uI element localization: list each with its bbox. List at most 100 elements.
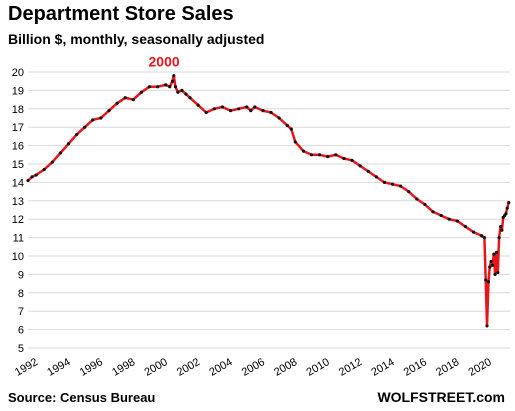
- data-point: [486, 280, 491, 284]
- data-point: [463, 224, 468, 229]
- data-point: [170, 79, 175, 83]
- data-point: [415, 197, 419, 201]
- x-tick-label: 2004: [207, 356, 234, 379]
- y-tick-label: 9: [18, 269, 24, 281]
- data-point: [83, 125, 87, 129]
- y-tick-label: 5: [18, 343, 24, 355]
- y-tick-label: 19: [12, 85, 24, 97]
- data-point: [382, 180, 387, 184]
- data-point: [489, 259, 493, 264]
- data-point: [99, 116, 103, 120]
- data-point: [455, 219, 459, 223]
- data-point: [249, 109, 253, 113]
- x-tick-label: 2012: [337, 356, 364, 379]
- chart-subtitle: Billion $, monthly, seasonally adjusted: [8, 31, 265, 47]
- series-points: [26, 74, 511, 328]
- data-point: [494, 250, 499, 254]
- data-point: [423, 202, 427, 207]
- data-point: [261, 109, 265, 113]
- data-point: [407, 190, 411, 194]
- x-tick-label: 2002: [175, 356, 202, 379]
- data-point: [42, 167, 46, 172]
- data-point: [318, 153, 322, 157]
- data-point: [488, 265, 492, 269]
- data-point: [471, 230, 476, 234]
- data-point: [504, 212, 508, 216]
- x-tick-label: 1998: [110, 356, 137, 379]
- data-point: [390, 182, 395, 186]
- data-point: [374, 175, 378, 179]
- x-tick-label: 2016: [402, 356, 429, 379]
- y-tick-label: 6: [18, 325, 24, 337]
- data-point: [447, 217, 451, 221]
- data-point: [123, 96, 127, 100]
- chart-title: Department Store Sales: [8, 3, 234, 25]
- data-point: [505, 206, 509, 210]
- data-point: [168, 85, 172, 89]
- data-point: [289, 127, 293, 131]
- data-point: [480, 234, 484, 238]
- data-point: [499, 224, 503, 229]
- x-tick-label: 2006: [240, 356, 267, 379]
- data-point: [309, 153, 314, 157]
- gridlines: [28, 71, 510, 349]
- x-tick-label: 2020: [467, 356, 494, 379]
- y-tick-label: 20: [12, 67, 24, 79]
- x-tick-label: 1992: [13, 356, 40, 379]
- data-point: [220, 105, 225, 109]
- data-point: [26, 178, 30, 183]
- data-point: [50, 160, 54, 164]
- data-point: [500, 228, 504, 232]
- data-point: [212, 107, 216, 111]
- x-tick-label: 2018: [434, 356, 461, 379]
- x-tick-label: 2008: [272, 356, 299, 379]
- data-point: [485, 324, 489, 328]
- data-point: [34, 173, 38, 177]
- data-point: [188, 96, 192, 100]
- data-point: [245, 105, 249, 109]
- data-point: [30, 175, 34, 179]
- brand-logo-text: WOLFSTREET.com: [377, 389, 505, 405]
- data-point: [156, 85, 160, 89]
- x-tick-label: 2000: [143, 356, 170, 379]
- data-point: [493, 272, 497, 276]
- annotations: 2000: [149, 53, 180, 69]
- data-point: [269, 110, 273, 115]
- data-point: [366, 169, 370, 173]
- data-point: [196, 103, 200, 107]
- data-point: [439, 213, 443, 218]
- x-tick-label: 1996: [78, 356, 105, 379]
- data-point: [66, 142, 71, 146]
- data-point: [180, 88, 184, 92]
- y-tick-label: 12: [12, 214, 24, 226]
- data-point: [334, 153, 338, 157]
- data-point: [399, 184, 403, 188]
- data-point: [139, 90, 144, 94]
- data-point: [107, 109, 111, 113]
- data-point: [285, 123, 289, 127]
- data-point: [482, 236, 487, 240]
- y-tick-label: 8: [18, 288, 24, 300]
- data-point: [237, 107, 241, 111]
- x-axis-ticks: 1992 1994 1996 1998 2000 2002 2004 2006 2008 2010…: [13, 356, 494, 379]
- y-tick-label: 17: [12, 122, 24, 134]
- data-point: [228, 109, 233, 113]
- y-tick-label: 13: [12, 196, 24, 208]
- data-point: [131, 98, 135, 102]
- data-point: [176, 90, 180, 94]
- data-point: [358, 164, 362, 168]
- source-note: Source: Census Bureau: [8, 390, 156, 405]
- data-point: [172, 74, 176, 78]
- x-tick-label: 2014: [369, 356, 396, 379]
- x-tick-label: 2010: [305, 356, 332, 379]
- data-point: [253, 105, 257, 109]
- data-point: [173, 85, 178, 89]
- y-tick-label: 14: [12, 177, 24, 189]
- y-tick-label: 16: [12, 141, 24, 153]
- y-tick-label: 18: [12, 104, 24, 116]
- data-point: [184, 92, 188, 96]
- data-point: [301, 149, 306, 153]
- data-point: [164, 83, 168, 87]
- data-point: [431, 210, 435, 214]
